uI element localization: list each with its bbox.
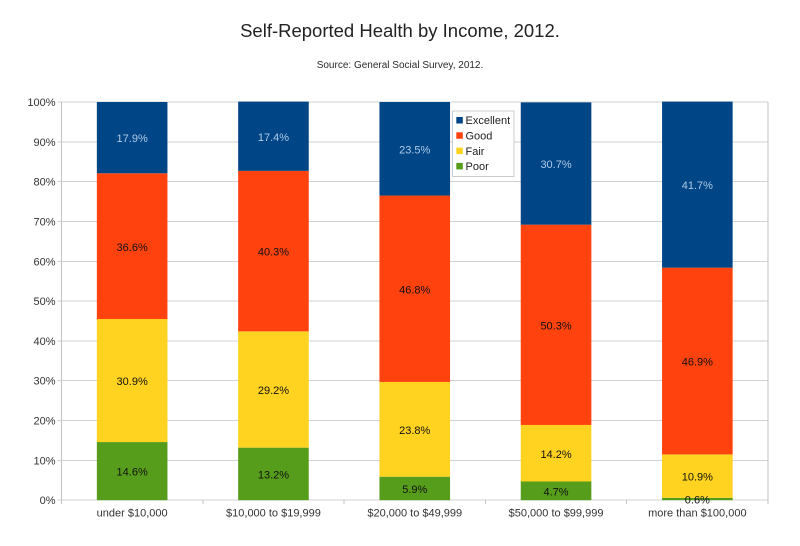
- svg-text:23.8%: 23.8%: [399, 425, 430, 437]
- svg-text:60%: 60%: [33, 256, 55, 268]
- svg-text:100%: 100%: [27, 97, 55, 109]
- svg-text:80%: 80%: [33, 177, 55, 189]
- svg-text:50.3%: 50.3%: [540, 320, 571, 332]
- svg-text:14.2%: 14.2%: [540, 449, 571, 461]
- svg-text:5.9%: 5.9%: [402, 484, 427, 496]
- svg-text:17.9%: 17.9%: [117, 133, 148, 145]
- svg-text:under $10,000: under $10,000: [97, 508, 168, 520]
- svg-text:$10,000 to $19,999: $10,000 to $19,999: [226, 508, 321, 520]
- svg-text:more than $100,000: more than $100,000: [648, 508, 746, 520]
- svg-text:23.5%: 23.5%: [399, 144, 430, 156]
- svg-text:4.7%: 4.7%: [544, 486, 569, 498]
- svg-text:Excellent: Excellent: [466, 115, 511, 127]
- svg-text:30.7%: 30.7%: [540, 159, 571, 171]
- svg-text:29.2%: 29.2%: [258, 385, 289, 397]
- svg-text:14.6%: 14.6%: [117, 467, 148, 479]
- svg-text:40.3%: 40.3%: [258, 247, 289, 259]
- svg-text:Fair: Fair: [466, 146, 485, 158]
- svg-text:0%: 0%: [40, 495, 56, 507]
- svg-text:13.2%: 13.2%: [258, 470, 289, 482]
- svg-text:30%: 30%: [33, 376, 55, 388]
- svg-text:17.4%: 17.4%: [258, 132, 289, 144]
- svg-text:Good: Good: [466, 131, 493, 143]
- svg-text:41.7%: 41.7%: [682, 180, 713, 192]
- svg-text:$20,000 to $49,999: $20,000 to $49,999: [367, 508, 462, 520]
- svg-text:Self-Reported Health by Income: Self-Reported Health by Income, 2012.: [240, 20, 560, 41]
- svg-text:0.6%: 0.6%: [685, 495, 710, 507]
- svg-text:90%: 90%: [33, 137, 55, 149]
- svg-text:46.8%: 46.8%: [399, 284, 430, 296]
- svg-text:36.6%: 36.6%: [117, 242, 148, 254]
- svg-text:Source: General Social Survey,: Source: General Social Survey, 2012.: [317, 60, 484, 71]
- svg-text:Poor: Poor: [466, 161, 490, 173]
- svg-text:10%: 10%: [33, 455, 55, 467]
- svg-text:30.9%: 30.9%: [117, 376, 148, 388]
- svg-text:10.9%: 10.9%: [682, 472, 713, 484]
- svg-text:70%: 70%: [33, 216, 55, 228]
- svg-text:$50,000 to $99,999: $50,000 to $99,999: [509, 508, 604, 520]
- svg-text:20%: 20%: [33, 416, 55, 428]
- svg-text:50%: 50%: [33, 296, 55, 308]
- svg-text:40%: 40%: [33, 336, 55, 348]
- svg-text:46.9%: 46.9%: [682, 357, 713, 369]
